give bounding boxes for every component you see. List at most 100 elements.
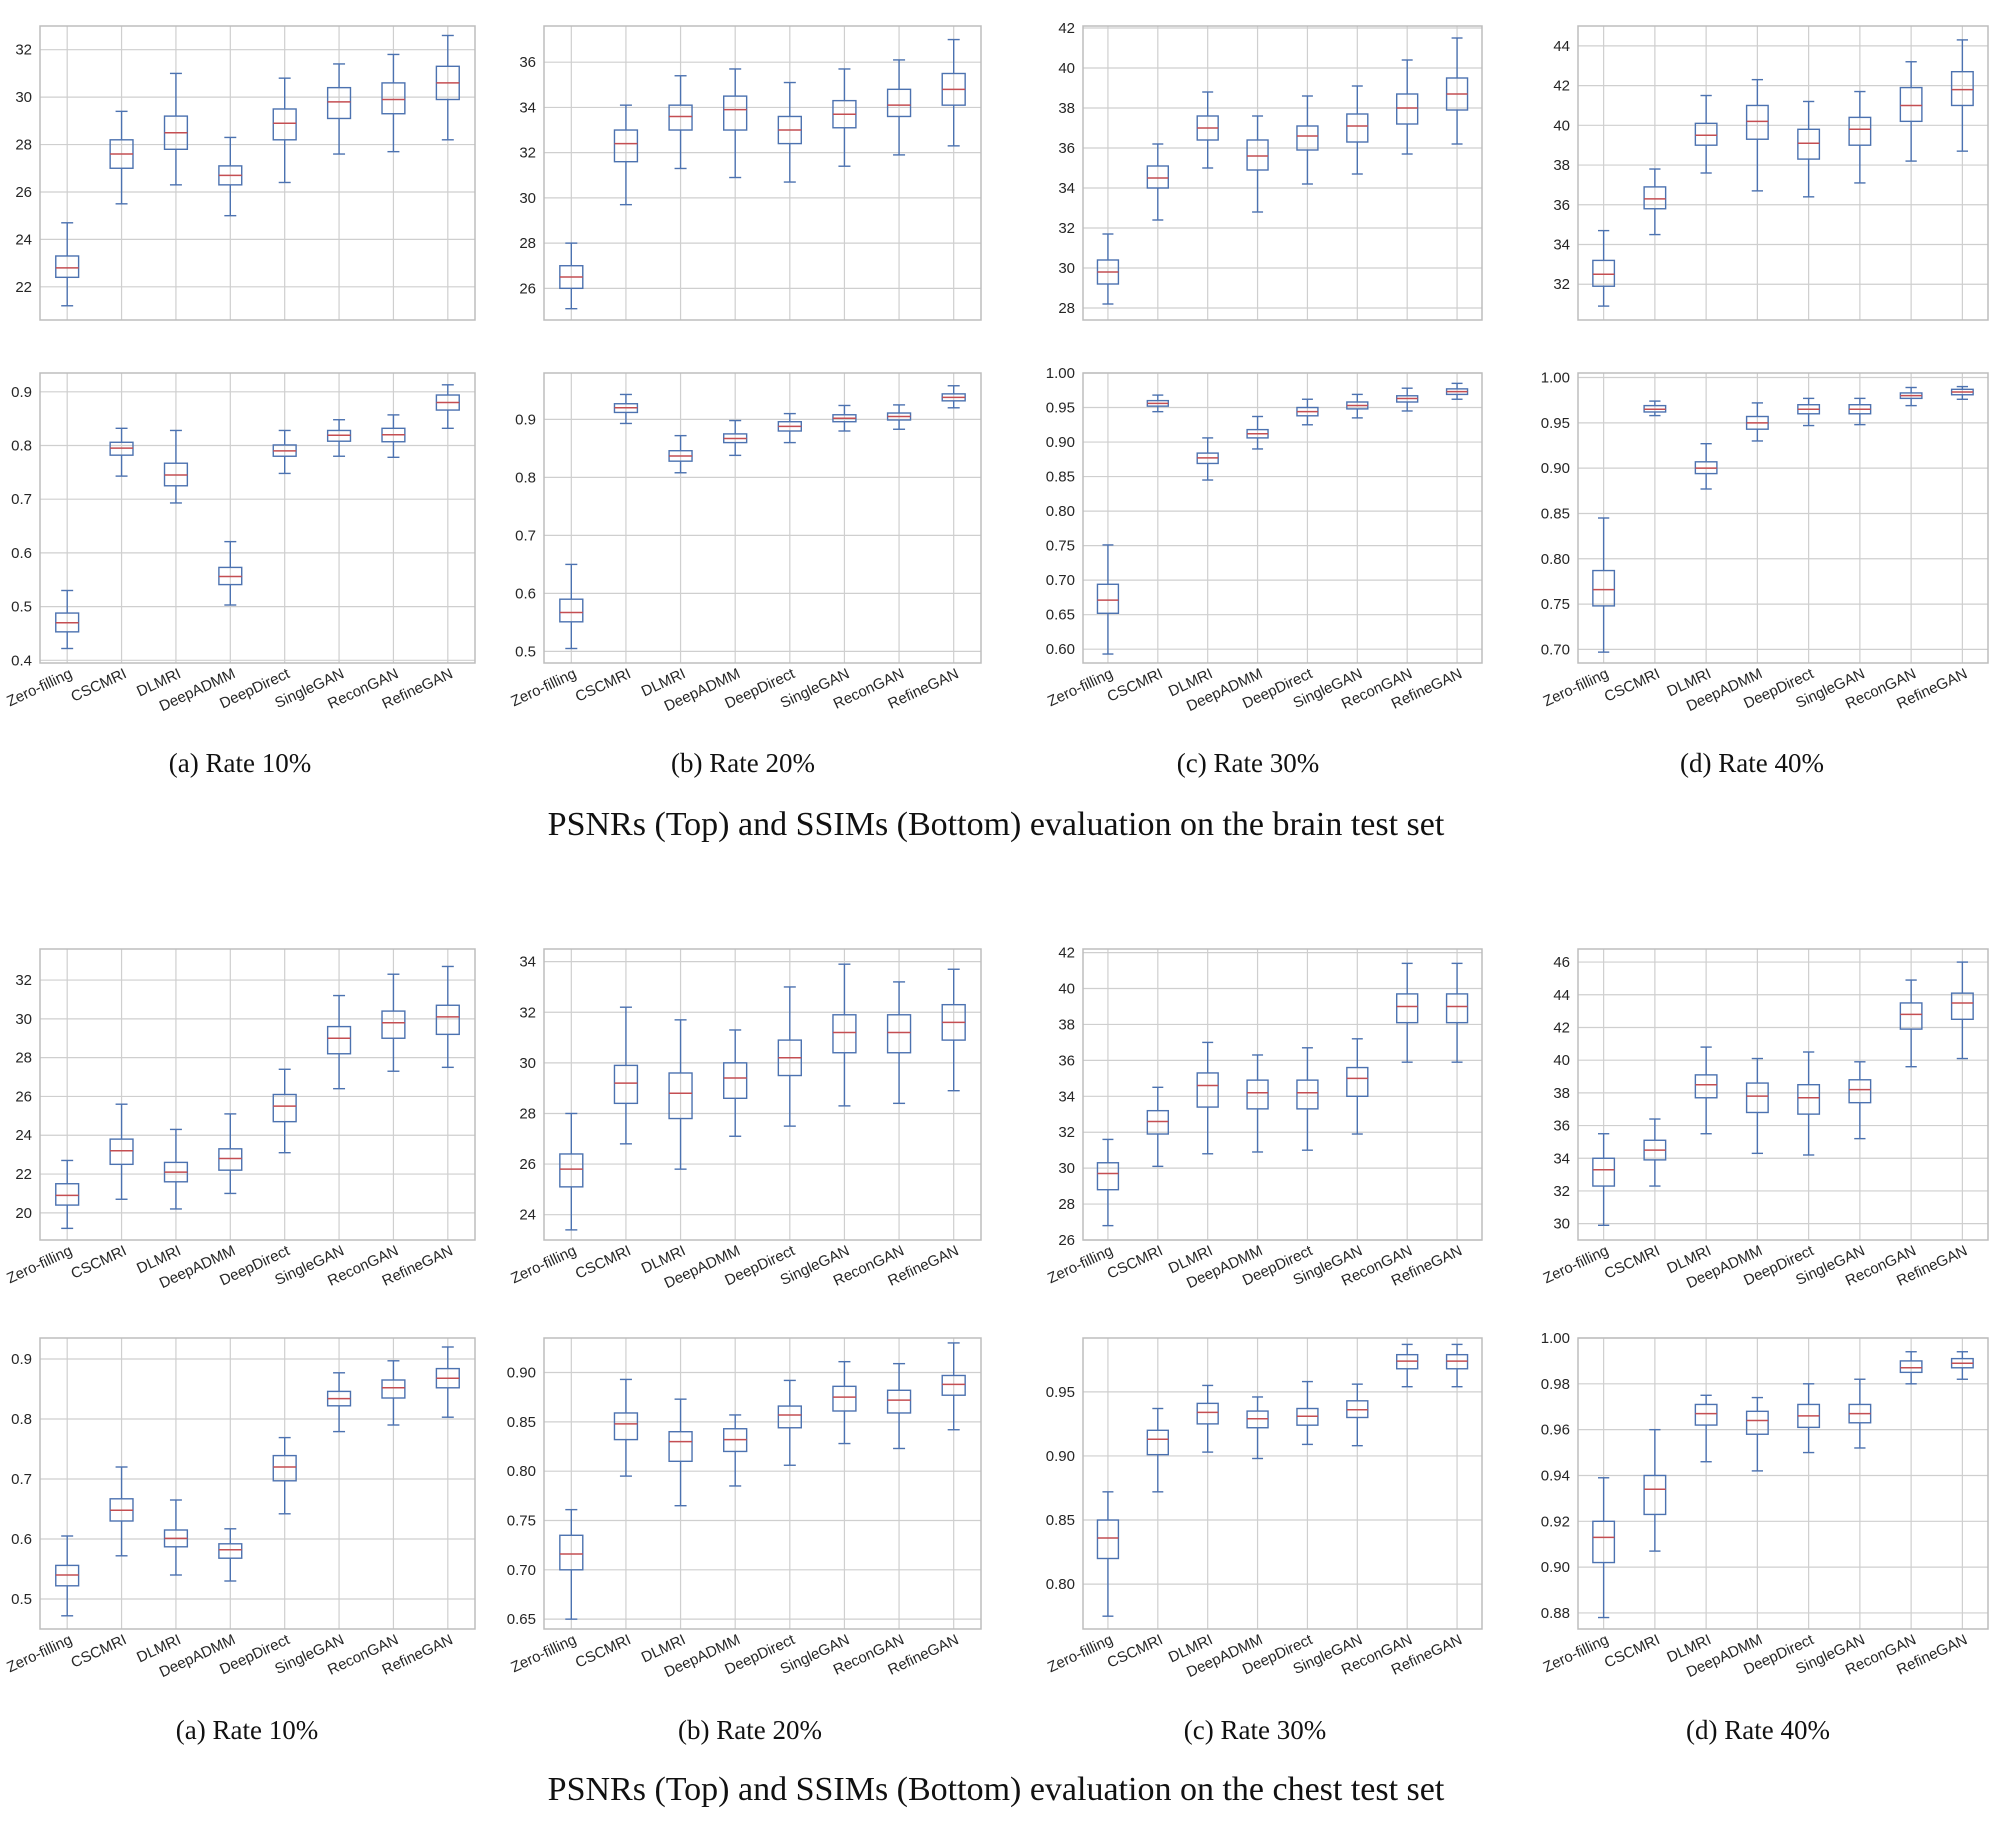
boxplot-cscmri xyxy=(613,393,639,425)
y-tick-label: 24 xyxy=(15,1127,32,1144)
boxplot-zero-filling xyxy=(559,1112,584,1231)
y-tick-label: 0.65 xyxy=(507,1611,536,1628)
boxplot-recongan xyxy=(886,404,912,430)
y-tick-label: 42 xyxy=(1058,945,1075,962)
boxplot-refinegan xyxy=(435,384,460,430)
plot-frame xyxy=(1577,948,1989,1241)
y-tick-label: 28 xyxy=(519,1105,536,1122)
x-tick-label-zero-filling: Zero-filling xyxy=(1045,665,1116,710)
y-tick-label: 42 xyxy=(1553,78,1570,95)
brain-section-title: PSNRs (Top) and SSIMs (Bottom) evaluatio… xyxy=(548,806,1445,843)
iqr-box xyxy=(1146,1109,1169,1135)
x-tick-label-cscmri: CSCMRI xyxy=(1602,665,1663,705)
iqr-box xyxy=(886,1389,912,1414)
boxplot-recongan xyxy=(381,53,406,153)
boxplot-dlmri xyxy=(163,429,189,504)
y-tick-label: 32 xyxy=(519,1004,536,1021)
x-tick-label-zero-filling: Zero-filling xyxy=(1045,1631,1116,1676)
iqr-box xyxy=(1296,1079,1319,1110)
boxplot-deepadmm xyxy=(1246,115,1269,213)
y-tick-label: 0.85 xyxy=(507,1414,536,1431)
boxplot-zero-filling xyxy=(559,1508,584,1620)
x-tick-label-zero-filling: Zero-filling xyxy=(1541,1242,1612,1287)
y-tick-label: 30 xyxy=(1058,1160,1075,1177)
iqr-box xyxy=(1592,1520,1616,1564)
boxplot-zero-filling xyxy=(1096,233,1120,305)
boxplot-recongan xyxy=(381,1360,406,1426)
plot-frame xyxy=(543,948,982,1241)
boxplot-zero-filling xyxy=(1592,517,1616,653)
y-tick-label: 34 xyxy=(1058,180,1075,197)
y-tick-label: 0.65 xyxy=(1046,607,1075,624)
plot-frame xyxy=(39,372,476,664)
x-tick-label-cscmri: CSCMRI xyxy=(1105,1631,1166,1671)
x-tick-label-zero-filling: Zero-filling xyxy=(4,1631,75,1676)
plot-frame xyxy=(543,1337,982,1630)
iqr-box xyxy=(1346,1066,1369,1097)
boxplot-recongan xyxy=(886,981,912,1105)
chart-panels: 22 24 26 28 30 32 26 28 30 32 34 36 28 30 32 34 36 38 40 42… xyxy=(4,20,1989,1681)
boxplot-recongan xyxy=(886,1362,912,1450)
y-tick-label: 38 xyxy=(1058,100,1075,117)
y-tick-label: 32 xyxy=(519,145,536,162)
iqr-box xyxy=(1592,1157,1616,1187)
boxplot-singlegan xyxy=(1848,1378,1872,1449)
iqr-box xyxy=(1694,122,1718,146)
boxplot-dlmri xyxy=(668,1398,693,1507)
y-tick-label: 0.7 xyxy=(11,491,32,508)
iqr-box xyxy=(1146,1429,1169,1456)
boxplot-refinegan xyxy=(1950,385,1974,400)
iqr-box xyxy=(1643,1474,1667,1516)
x-tick-label-cscmri: CSCMRI xyxy=(573,1242,634,1282)
y-tick-label: 28 xyxy=(15,137,32,154)
y-tick-label: 0.80 xyxy=(1046,503,1075,520)
y-tick-label: 0.75 xyxy=(507,1512,536,1529)
boxplot-refinegan xyxy=(1445,37,1469,145)
x-tick-label-cscmri: CSCMRI xyxy=(573,665,634,705)
boxplot-cscmri xyxy=(613,104,639,206)
boxplot-dlmri xyxy=(1196,437,1219,481)
iqr-box xyxy=(1797,1083,1821,1115)
iqr-box xyxy=(1848,116,1872,146)
boxplot-recongan xyxy=(1396,59,1419,155)
boxplot-deepdirect xyxy=(272,429,297,475)
iqr-box xyxy=(723,95,748,131)
plot-frame xyxy=(1577,25,1989,321)
boxplot-zero-filling xyxy=(55,1535,80,1617)
x-tick-label-zero-filling: Zero-filling xyxy=(1541,665,1612,710)
y-tick-label: 30 xyxy=(519,1055,536,1072)
boxplot-deepdirect xyxy=(1296,1047,1319,1151)
iqr-box xyxy=(1096,583,1120,614)
boxplot-dlmri xyxy=(1694,94,1718,174)
y-tick-label: 38 xyxy=(1553,157,1570,174)
y-tick-label: 0.75 xyxy=(1541,596,1570,613)
boxplot-recongan xyxy=(1396,1343,1419,1388)
y-tick-label: 24 xyxy=(15,231,32,248)
iqr-box xyxy=(613,129,639,163)
boxplot-deepdirect xyxy=(272,1068,297,1154)
boxplot-cscmri xyxy=(109,1103,134,1200)
y-tick-label: 30 xyxy=(1553,1216,1570,1233)
iqr-box xyxy=(559,598,584,623)
x-tick-label-cscmri: CSCMRI xyxy=(1105,665,1166,705)
iqr-box xyxy=(1745,1410,1769,1435)
iqr-box xyxy=(1899,1360,1923,1374)
iqr-box xyxy=(435,1004,460,1036)
boxplot-deepadmm xyxy=(218,1528,243,1582)
boxplot-deepadmm xyxy=(1745,78,1769,192)
y-tick-label: 0.7 xyxy=(11,1471,32,1488)
boxplot-singlegan xyxy=(832,68,857,167)
y-tick-label: 32 xyxy=(15,42,32,59)
boxplot-deepdirect xyxy=(1797,397,1821,427)
y-tick-label: 0.70 xyxy=(1541,641,1570,658)
boxplot-deepdirect xyxy=(1296,95,1319,185)
y-tick-label: 0.5 xyxy=(11,1591,32,1608)
y-tick-label: 30 xyxy=(15,1011,32,1028)
iqr-box xyxy=(218,1543,243,1559)
y-tick-label: 32 xyxy=(1058,1124,1075,1141)
x-tick-label-cscmri: CSCMRI xyxy=(1602,1631,1663,1671)
iqr-box xyxy=(1950,70,1974,107)
x-tick-label-zero-filling: Zero-filling xyxy=(1045,1242,1116,1287)
iqr-box xyxy=(1246,139,1269,171)
